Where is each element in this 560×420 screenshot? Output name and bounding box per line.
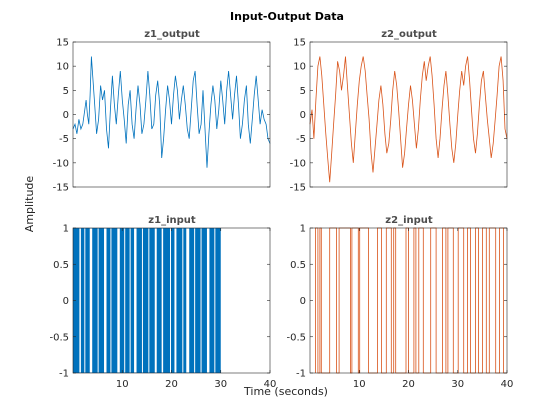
y-tick-label: -5 [296,134,306,145]
z1-input-gap [84,228,86,373]
y-tick-label: -10 [53,158,69,169]
z1-input-gap [170,228,172,373]
y-tick-label: 1 [63,224,69,235]
y-tick-label: -1 [59,369,69,380]
subplot-title-z2-input: z2_input [385,215,433,226]
figure-title: Input-Output Data [230,10,344,23]
y-tick-label: -0.5 [286,332,306,343]
x-tick-label: 10 [353,379,366,390]
y-tick-label: 0 [63,296,69,307]
z1-input-gap [194,228,196,373]
z1-input-gap [148,228,150,373]
z2-input-axes: 1 0.5 0 -0.5 -1 10 20 30 40 [286,224,513,391]
z2-output-line [309,56,508,183]
x-tick-label: 20 [165,379,178,390]
subplot-title-z1-output: z1_output [144,29,200,40]
y-tick-label: 1 [300,224,306,235]
x-tick-label: 40 [264,379,277,390]
y-tick-label: 10 [56,62,69,73]
y-tick-label: -0.5 [49,332,69,343]
y-tick-label: 0 [300,296,306,307]
z1-input-gap [200,228,202,373]
y-tick-label: 0 [63,110,69,121]
y-tick-label: 0.5 [290,260,306,271]
z1-input-gap [141,228,143,373]
subplot-z2-input: z2_input 1 0.5 0 -0.5 -1 10 20 30 40 [286,215,513,390]
z1-input-gap [174,228,177,373]
z1-input-fill [73,228,221,373]
z1-input-gap [214,228,216,373]
y-tick-label: 15 [293,38,306,49]
z1-output-series [72,56,271,168]
z1-input-series [73,228,221,373]
x-tick-label: 10 [116,379,129,390]
subplot-z1-output: z1_output 15 10 5 0 -5 -10 -15 [53,29,271,194]
z1-input-gap [104,228,107,373]
z1-input-gap [129,228,131,373]
y-tick-label: 0 [300,110,306,121]
z1-input-gap [154,228,157,373]
y-tick-label: 0.5 [53,260,69,271]
z1-output-line [72,56,271,168]
y-tick-label: -15 [290,183,306,194]
y-tick-label: -15 [53,183,69,194]
z2-output-series [309,56,508,183]
subplot-z1-input: z1_input 1 0.5 0 -0.5 -1 10 20 30 40 [49,215,276,390]
z1-output-axes: 15 10 5 0 -5 -10 -15 [53,38,271,194]
z1-input-gap [206,228,210,373]
y-tick-label: 15 [56,38,69,49]
z1-input-gap [182,228,184,373]
y-tick-label: -1 [296,369,306,380]
x-tick-label: 30 [451,379,464,390]
z1-input-gap [117,228,120,373]
x-axis-label: Time (seconds) [243,385,328,398]
x-tick-label: 30 [214,379,227,390]
z1-input-gap [89,228,93,373]
z1-input-gap [97,228,99,373]
z1-input-gap [79,228,81,373]
subplot-z2-output: z2_output 15 10 5 0 -5 -10 -15 [290,29,508,194]
x-tick-label: 20 [402,379,415,390]
z2-output-axes: 15 10 5 0 -5 -10 -15 [290,38,508,194]
subplot-title-z1-input: z1_input [148,215,196,226]
z1-input-gap [110,228,112,373]
z1-input-gap [134,228,137,373]
y-axis-label: Amplitude [23,176,36,233]
z1-input-gap [161,228,164,373]
y-tick-label: -5 [59,134,69,145]
y-tick-label: 5 [63,86,69,97]
y-tick-label: -10 [290,158,306,169]
x-tick-label: 40 [501,379,514,390]
subplot-title-z2-output: z2_output [381,29,437,40]
z1-input-axes: 1 0.5 0 -0.5 -1 10 20 30 40 [49,224,276,391]
z1-input-gap [186,228,190,373]
y-tick-label: 10 [293,62,306,73]
y-tick-label: 5 [300,86,306,97]
z1-input-gap [124,228,126,373]
